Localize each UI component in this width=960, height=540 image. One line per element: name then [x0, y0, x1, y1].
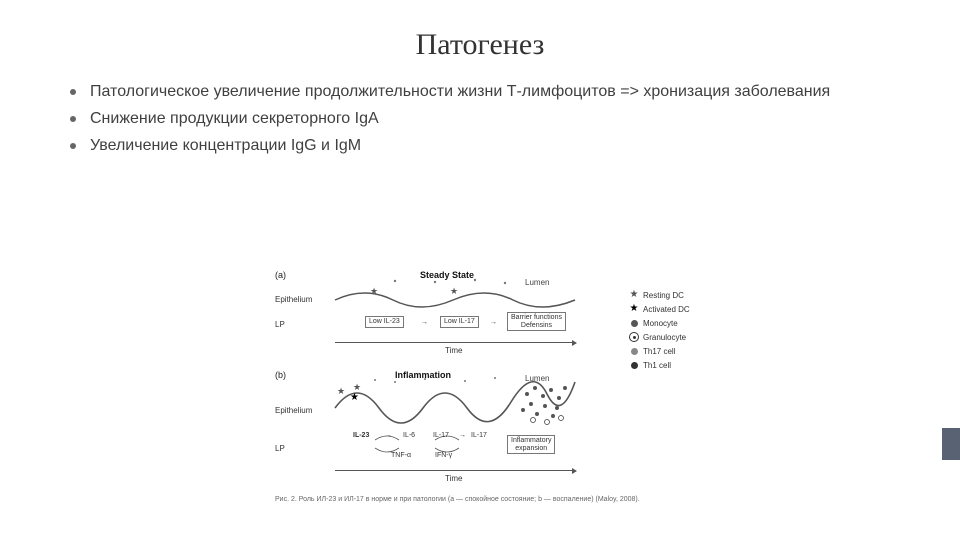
il23-label: IL-23	[353, 432, 369, 439]
list-item: Патологическое увеличение продолжительно…	[70, 82, 910, 103]
svg-text:★: ★	[350, 392, 359, 403]
box-low-il17: Low IL-17	[440, 316, 479, 328]
legend-item: Th1 cell	[625, 360, 690, 370]
box-inflam: Inflammatory expansion	[507, 435, 555, 454]
box-low-il23: Low IL-23	[365, 316, 404, 328]
tnf-label: TNF-α	[391, 452, 411, 459]
ifn-label: IFN-γ	[435, 452, 452, 459]
svg-text:★: ★	[337, 386, 345, 396]
page-title: Патогенез	[0, 0, 960, 82]
activated-dc-icon: ★	[630, 304, 639, 314]
figure-caption: Рис. 2. Роль ИЛ-23 и ИЛ-17 в норме и при…	[275, 496, 755, 503]
legend-label: Resting DC	[643, 291, 684, 300]
slide: Патогенез Патологическое увеличение прод…	[0, 0, 960, 540]
bullet-text: Патологическое увеличение продолжительно…	[90, 82, 910, 103]
panel-a: (a) Steady State Lumen Epithelium LP ★ ★…	[275, 270, 755, 360]
legend-label: Th17 cell	[643, 347, 675, 356]
granulocyte-icon	[629, 332, 639, 342]
bullet-list: Патологическое увеличение продолжительно…	[0, 82, 960, 156]
monocyte-icon	[631, 320, 638, 327]
legend-label: Th1 cell	[643, 361, 671, 370]
il17a-label: IL-17	[433, 432, 449, 439]
il17b-label: IL-17	[471, 432, 487, 439]
svg-text:★: ★	[450, 286, 458, 296]
legend-label: Activated DC	[643, 305, 690, 314]
bullet-dot-icon	[70, 143, 76, 149]
il6-label: IL-6	[403, 432, 415, 439]
svg-text:★: ★	[353, 382, 361, 392]
time-label-b: Time	[445, 474, 462, 483]
th1-icon	[631, 362, 638, 369]
time-label-a: Time	[445, 346, 462, 355]
bullet-text: Снижение продукции секреторного IgA	[90, 109, 910, 130]
bullet-dot-icon	[70, 89, 76, 95]
legend-label: Monocyte	[643, 319, 678, 328]
box-barrier: Barrier functions Defensins	[507, 312, 566, 331]
legend-item: Th17 cell	[625, 346, 690, 356]
legend-item: Granulocyte	[625, 332, 690, 342]
figure: (a) Steady State Lumen Epithelium LP ★ ★…	[275, 270, 755, 503]
resting-dc-icon: ★	[630, 290, 639, 300]
list-item: Увеличение концентрации IgG и IgM	[70, 136, 910, 157]
time-axis-b	[335, 470, 575, 471]
legend-item: Monocyte	[625, 318, 690, 328]
bullet-text: Увеличение концентрации IgG и IgM	[90, 136, 910, 157]
svg-text:★: ★	[370, 286, 378, 296]
side-accent	[942, 428, 960, 460]
legend: ★ Resting DC ★ Activated DC Monocyte Granu…	[625, 290, 690, 374]
time-axis-a	[335, 342, 575, 343]
th17-icon	[631, 348, 638, 355]
list-item: Снижение продукции секреторного IgA	[70, 109, 910, 130]
panel-b: (b) Inflammation Lumen Epithelium LP ★ ★…	[275, 370, 755, 490]
legend-label: Granulocyte	[643, 333, 686, 342]
legend-item: ★ Activated DC	[625, 304, 690, 314]
bullet-dot-icon	[70, 116, 76, 122]
legend-item: ★ Resting DC	[625, 290, 690, 300]
